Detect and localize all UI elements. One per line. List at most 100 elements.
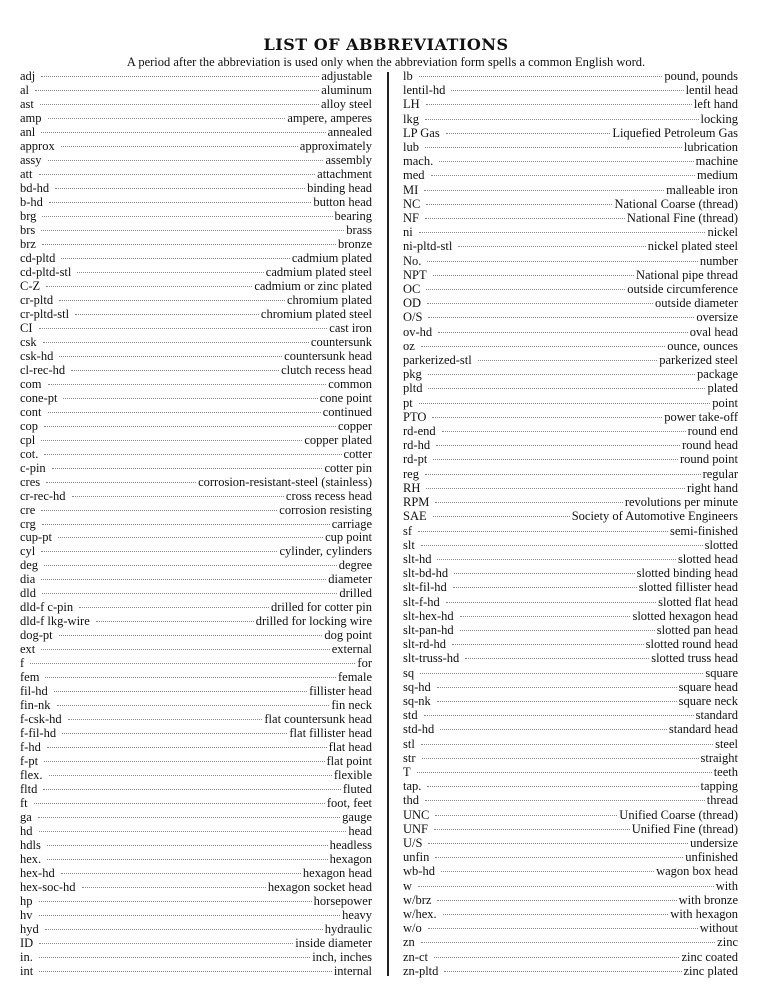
dot-leader	[38, 327, 328, 329]
abbreviation: NF	[403, 211, 419, 226]
abbreviation-entry: slt-f-hd slotted flat head	[403, 594, 738, 609]
dot-leader	[445, 132, 611, 134]
dot-leader	[427, 303, 654, 305]
meaning: National pipe thread	[635, 267, 738, 282]
abbreviation: zn-pltd	[403, 963, 439, 978]
meaning: square head	[678, 679, 738, 694]
dot-leader	[46, 285, 253, 287]
abbreviation: dld-f lkg-wire	[20, 614, 90, 629]
abbreviation-entry: slt slotted	[403, 537, 738, 552]
abbreviation: pltd	[403, 381, 423, 396]
dot-leader	[46, 747, 327, 749]
dot-leader	[38, 915, 341, 917]
meaning: tapping	[700, 779, 739, 794]
abbreviation: cont	[20, 404, 42, 419]
abbreviation-entry: parkerized-stl parkerized steel	[403, 354, 738, 367]
page-title: LIST OF ABBREVIATIONS	[263, 35, 509, 54]
abbreviation-entry: NPT National pipe thread	[403, 267, 738, 282]
meaning: cone point	[319, 390, 372, 405]
abbreviation-entry: in. inch, inches	[20, 951, 372, 964]
dot-leader	[77, 271, 264, 273]
abbreviation: ni-pltd-stl	[403, 239, 453, 254]
abbreviation: ov-hd	[403, 324, 433, 339]
abbreviation-entry: sq-hd square head	[403, 679, 738, 694]
meaning: slotted flat head	[658, 594, 738, 609]
abbreviation-entry: amp ampere, amperes	[20, 111, 372, 125]
meaning: machine	[695, 154, 738, 169]
dot-leader	[424, 218, 625, 220]
dot-leader	[41, 76, 320, 77]
abbreviation-entry: CI cast iron	[20, 321, 372, 335]
meaning: slotted	[704, 537, 738, 552]
abbreviation-entry: unfin unfinished	[403, 851, 738, 864]
meaning: standard	[695, 708, 738, 723]
meaning: round end	[687, 424, 738, 439]
meaning: head	[348, 824, 372, 839]
abbreviation-entry: bd-hd binding head	[20, 181, 372, 195]
abbreviation-entry: lentil-hd lentil head	[403, 84, 738, 97]
meaning: with	[715, 878, 738, 893]
dot-leader	[44, 453, 342, 455]
meaning: button head	[313, 194, 372, 209]
meaning: cadmium or zinc plated	[254, 278, 372, 293]
abbreviation-entry: hdls headless	[20, 839, 372, 852]
dot-leader	[418, 402, 711, 404]
abbreviation-entry: csk-hd countersunk head	[20, 349, 372, 363]
abbreviation-entry: fin-nk fin neck	[20, 699, 372, 712]
abbreviation: hp	[20, 894, 33, 909]
abbreviation-entry: f-pt flat point	[20, 755, 372, 768]
abbreviation-entry: pltd plated	[403, 382, 738, 395]
abbreviation-entry: pkg package	[403, 368, 738, 381]
abbreviation: stl	[403, 736, 415, 751]
meaning: external	[331, 642, 372, 657]
meaning: drilled	[339, 586, 372, 601]
abbreviation: crg	[20, 516, 36, 531]
abbreviation: att	[20, 166, 33, 181]
dot-leader	[48, 775, 332, 777]
dot-leader	[420, 743, 714, 745]
abbreviation-entry: sq square	[403, 666, 738, 680]
abbreviation-entry: stl steel	[403, 736, 738, 751]
abbreviation: assy	[20, 152, 42, 167]
abbreviation: parkerized-stl	[403, 353, 472, 368]
meaning: with hexagon	[670, 906, 738, 921]
meaning: heavy	[342, 908, 372, 923]
dot-leader	[37, 817, 341, 819]
dot-leader	[48, 201, 312, 203]
abbreviation: hd	[20, 824, 33, 839]
abbreviation: str	[403, 750, 416, 765]
meaning: straight	[700, 750, 739, 765]
dot-leader	[75, 313, 259, 315]
meaning: square neck	[678, 693, 738, 708]
abbreviation: U/S	[403, 835, 423, 850]
meaning: hydraulic	[324, 922, 372, 937]
dot-leader	[477, 360, 658, 362]
meaning: Unified Fine (thread)	[631, 821, 738, 836]
dot-leader	[423, 715, 694, 717]
dot-leader	[41, 649, 330, 651]
abbreviation: hex-hd	[20, 866, 55, 881]
abbreviation-entry: cpl copper plated	[20, 433, 372, 447]
meaning: Liquefied Petroleum Gas	[612, 125, 738, 140]
abbreviation-entry: brz bronze	[20, 237, 372, 251]
abbreviation-entry: rd-hd round head	[403, 439, 738, 452]
abbreviation: approx	[20, 138, 55, 153]
abbreviation: slt-fil-hd	[403, 580, 447, 595]
meaning: medium	[697, 168, 738, 183]
meaning: outside circumference	[627, 282, 738, 297]
abbreviation-entry: slt-bd-hd slotted binding head	[403, 567, 738, 580]
abbreviation-entry: hex. hexagon	[20, 853, 372, 866]
abbreviation: cres	[20, 474, 41, 489]
abbreviation-entry: RH right hand	[403, 481, 738, 495]
meaning: fin neck	[331, 698, 372, 713]
dot-leader	[424, 147, 682, 149]
dot-leader	[427, 260, 698, 262]
meaning: flat point	[326, 754, 372, 769]
abbreviation-entry: c-pin cotter pin	[20, 461, 372, 475]
abbreviation-entry: O/S oversize	[403, 311, 738, 324]
abbreviation: UNF	[403, 821, 429, 836]
abbreviation-entry: wb-hd wagon box head	[403, 865, 738, 878]
abbreviation: ft	[20, 796, 28, 811]
abbreviation: w/brz	[403, 892, 432, 907]
abbreviation: cd-pltd-stl	[20, 264, 72, 279]
